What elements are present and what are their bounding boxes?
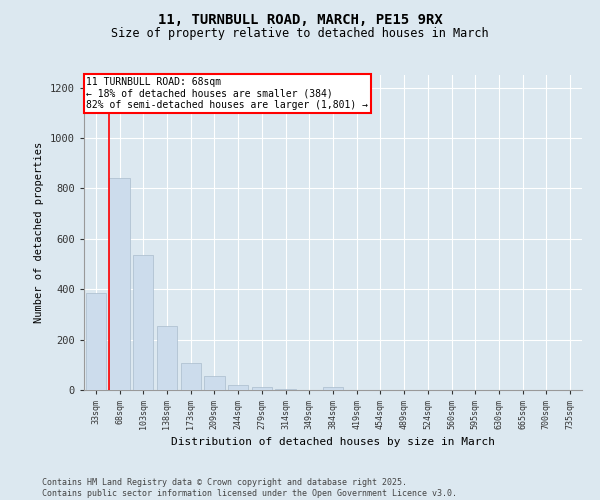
Bar [252,387,272,390]
Bar [133,255,154,390]
Bar [323,386,343,390]
Bar [86,293,106,390]
Bar [157,326,177,390]
Bar [275,388,296,390]
X-axis label: Distribution of detached houses by size in March: Distribution of detached houses by size … [171,438,495,448]
Bar [228,386,248,390]
Text: 11, TURNBULL ROAD, MARCH, PE15 9RX: 11, TURNBULL ROAD, MARCH, PE15 9RX [158,12,442,26]
Text: Contains HM Land Registry data © Crown copyright and database right 2025.
Contai: Contains HM Land Registry data © Crown c… [42,478,457,498]
Y-axis label: Number of detached properties: Number of detached properties [34,142,44,323]
Bar [109,178,130,390]
Text: Size of property relative to detached houses in March: Size of property relative to detached ho… [111,28,489,40]
Bar [181,363,201,390]
Bar [205,376,224,390]
Text: 11 TURNBULL ROAD: 68sqm
← 18% of detached houses are smaller (384)
82% of semi-d: 11 TURNBULL ROAD: 68sqm ← 18% of detache… [86,76,368,110]
